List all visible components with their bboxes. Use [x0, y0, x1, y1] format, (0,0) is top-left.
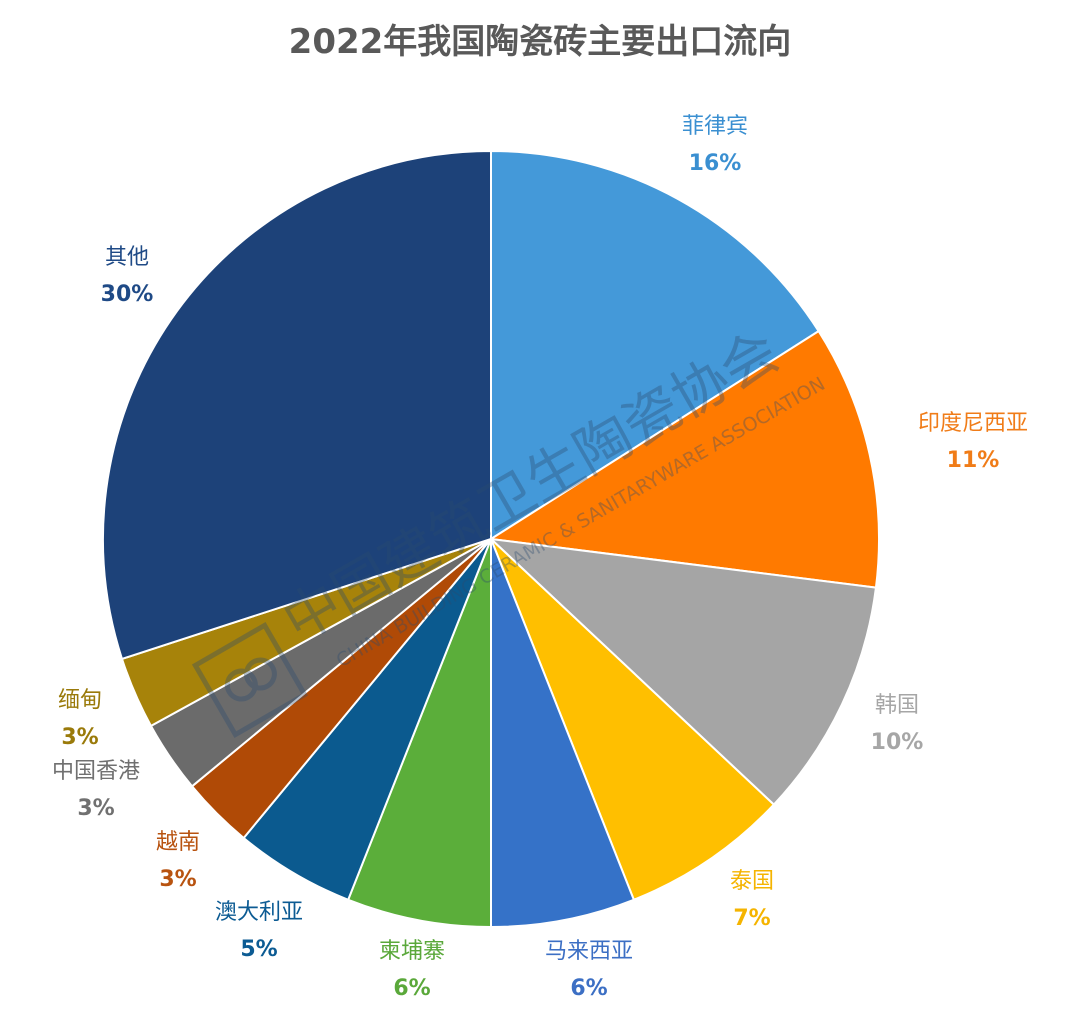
- slice-label-2: 韩国: [875, 693, 919, 718]
- pie-slice-0: [490, 149, 820, 541]
- pie-labels: 菲律宾 16% 印度尼西亚 11% 韩国 10% 泰国 7% 马来西亚 6% 柬埔寨 6% 澳大利亚 5%…: [52, 114, 1028, 1001]
- slice-label-10: 其他: [105, 245, 149, 270]
- pie-slices: [102, 149, 880, 929]
- slice-percent-7: 3%: [159, 867, 196, 892]
- pie-slice-2: [488, 537, 878, 807]
- slice-percent-10: 30%: [101, 282, 154, 307]
- slice-percent-6: 5%: [240, 937, 277, 962]
- slice-percent-8: 3%: [77, 796, 114, 821]
- pie-slice-3: [490, 538, 776, 902]
- slice-percent-1: 11%: [947, 448, 1000, 473]
- slice-label-5: 柬埔寨: [379, 939, 445, 964]
- slice-percent-9: 3%: [61, 725, 98, 750]
- slice-label-3: 泰国: [730, 869, 774, 894]
- pie-slice-10: [102, 149, 492, 661]
- slice-percent-3: 7%: [733, 906, 770, 931]
- slice-label-4: 马来西亚: [545, 939, 633, 964]
- slice-label-1: 印度尼西亚: [918, 411, 1028, 436]
- slice-label-7: 越南: [156, 830, 200, 855]
- slice-label-0: 菲律宾: [682, 114, 748, 139]
- slice-percent-2: 10%: [871, 730, 924, 755]
- pie-slice-4: [490, 538, 636, 929]
- slice-label-9: 缅甸: [58, 688, 102, 713]
- slice-label-6: 澳大利亚: [215, 900, 303, 925]
- chart-title: 2022年我国陶瓷砖主要出口流向: [288, 22, 792, 62]
- pie-slice-1: [488, 329, 880, 589]
- pie-slice-5: [346, 538, 492, 929]
- slice-label-8: 中国香港: [52, 759, 140, 784]
- slice-percent-0: 16%: [689, 151, 742, 176]
- slice-percent-4: 6%: [570, 976, 607, 1001]
- slice-percent-5: 6%: [393, 976, 430, 1001]
